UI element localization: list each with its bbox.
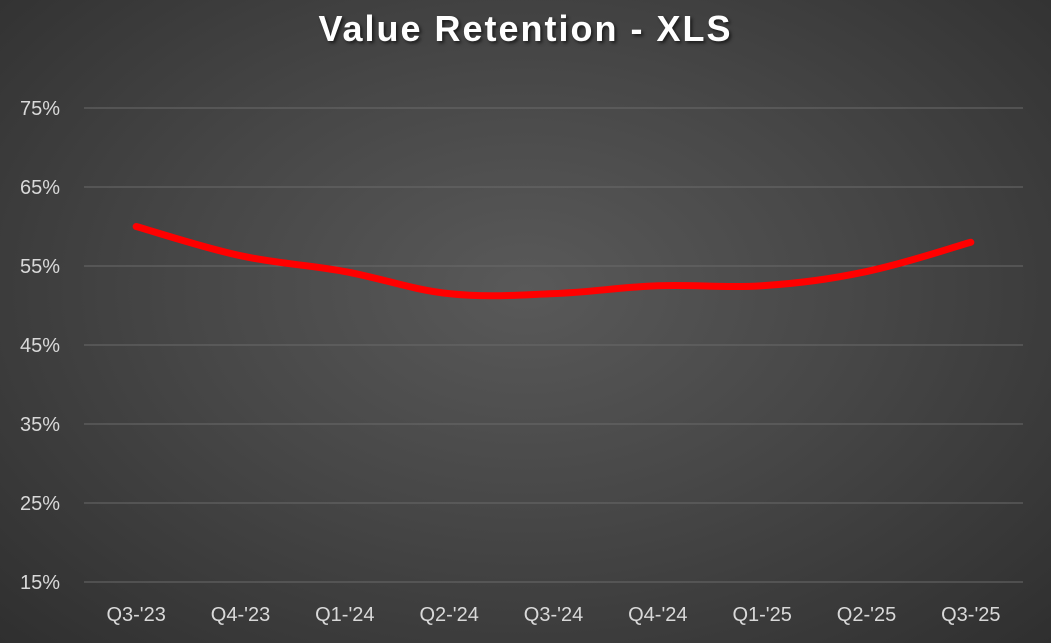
y-tick-label: 15%	[20, 572, 60, 594]
x-tick-label: Q1-'25	[732, 604, 791, 626]
y-tick-label: 45%	[20, 335, 60, 357]
y-tick-label: 75%	[20, 98, 60, 120]
series-line	[132, 223, 975, 300]
x-tick-label: Q3-'23	[106, 604, 165, 626]
x-tick-label: Q4-'24	[628, 604, 687, 626]
y-tick-label: 35%	[20, 414, 60, 436]
x-tick-label: Q3-'24	[524, 604, 583, 626]
y-tick-label: 65%	[20, 177, 60, 199]
x-tick-label: Q2-'24	[419, 604, 478, 626]
y-tick-label: 25%	[20, 493, 60, 515]
x-tick-label: Q3-'25	[941, 604, 1000, 626]
y-tick-label: 55%	[20, 256, 60, 278]
chart-title: Value Retention - XLS	[318, 8, 733, 49]
x-tick-label: Q2-'25	[837, 604, 896, 626]
x-tick-label: Q1-'24	[315, 604, 374, 626]
x-tick-label: Q4-'23	[211, 604, 270, 626]
